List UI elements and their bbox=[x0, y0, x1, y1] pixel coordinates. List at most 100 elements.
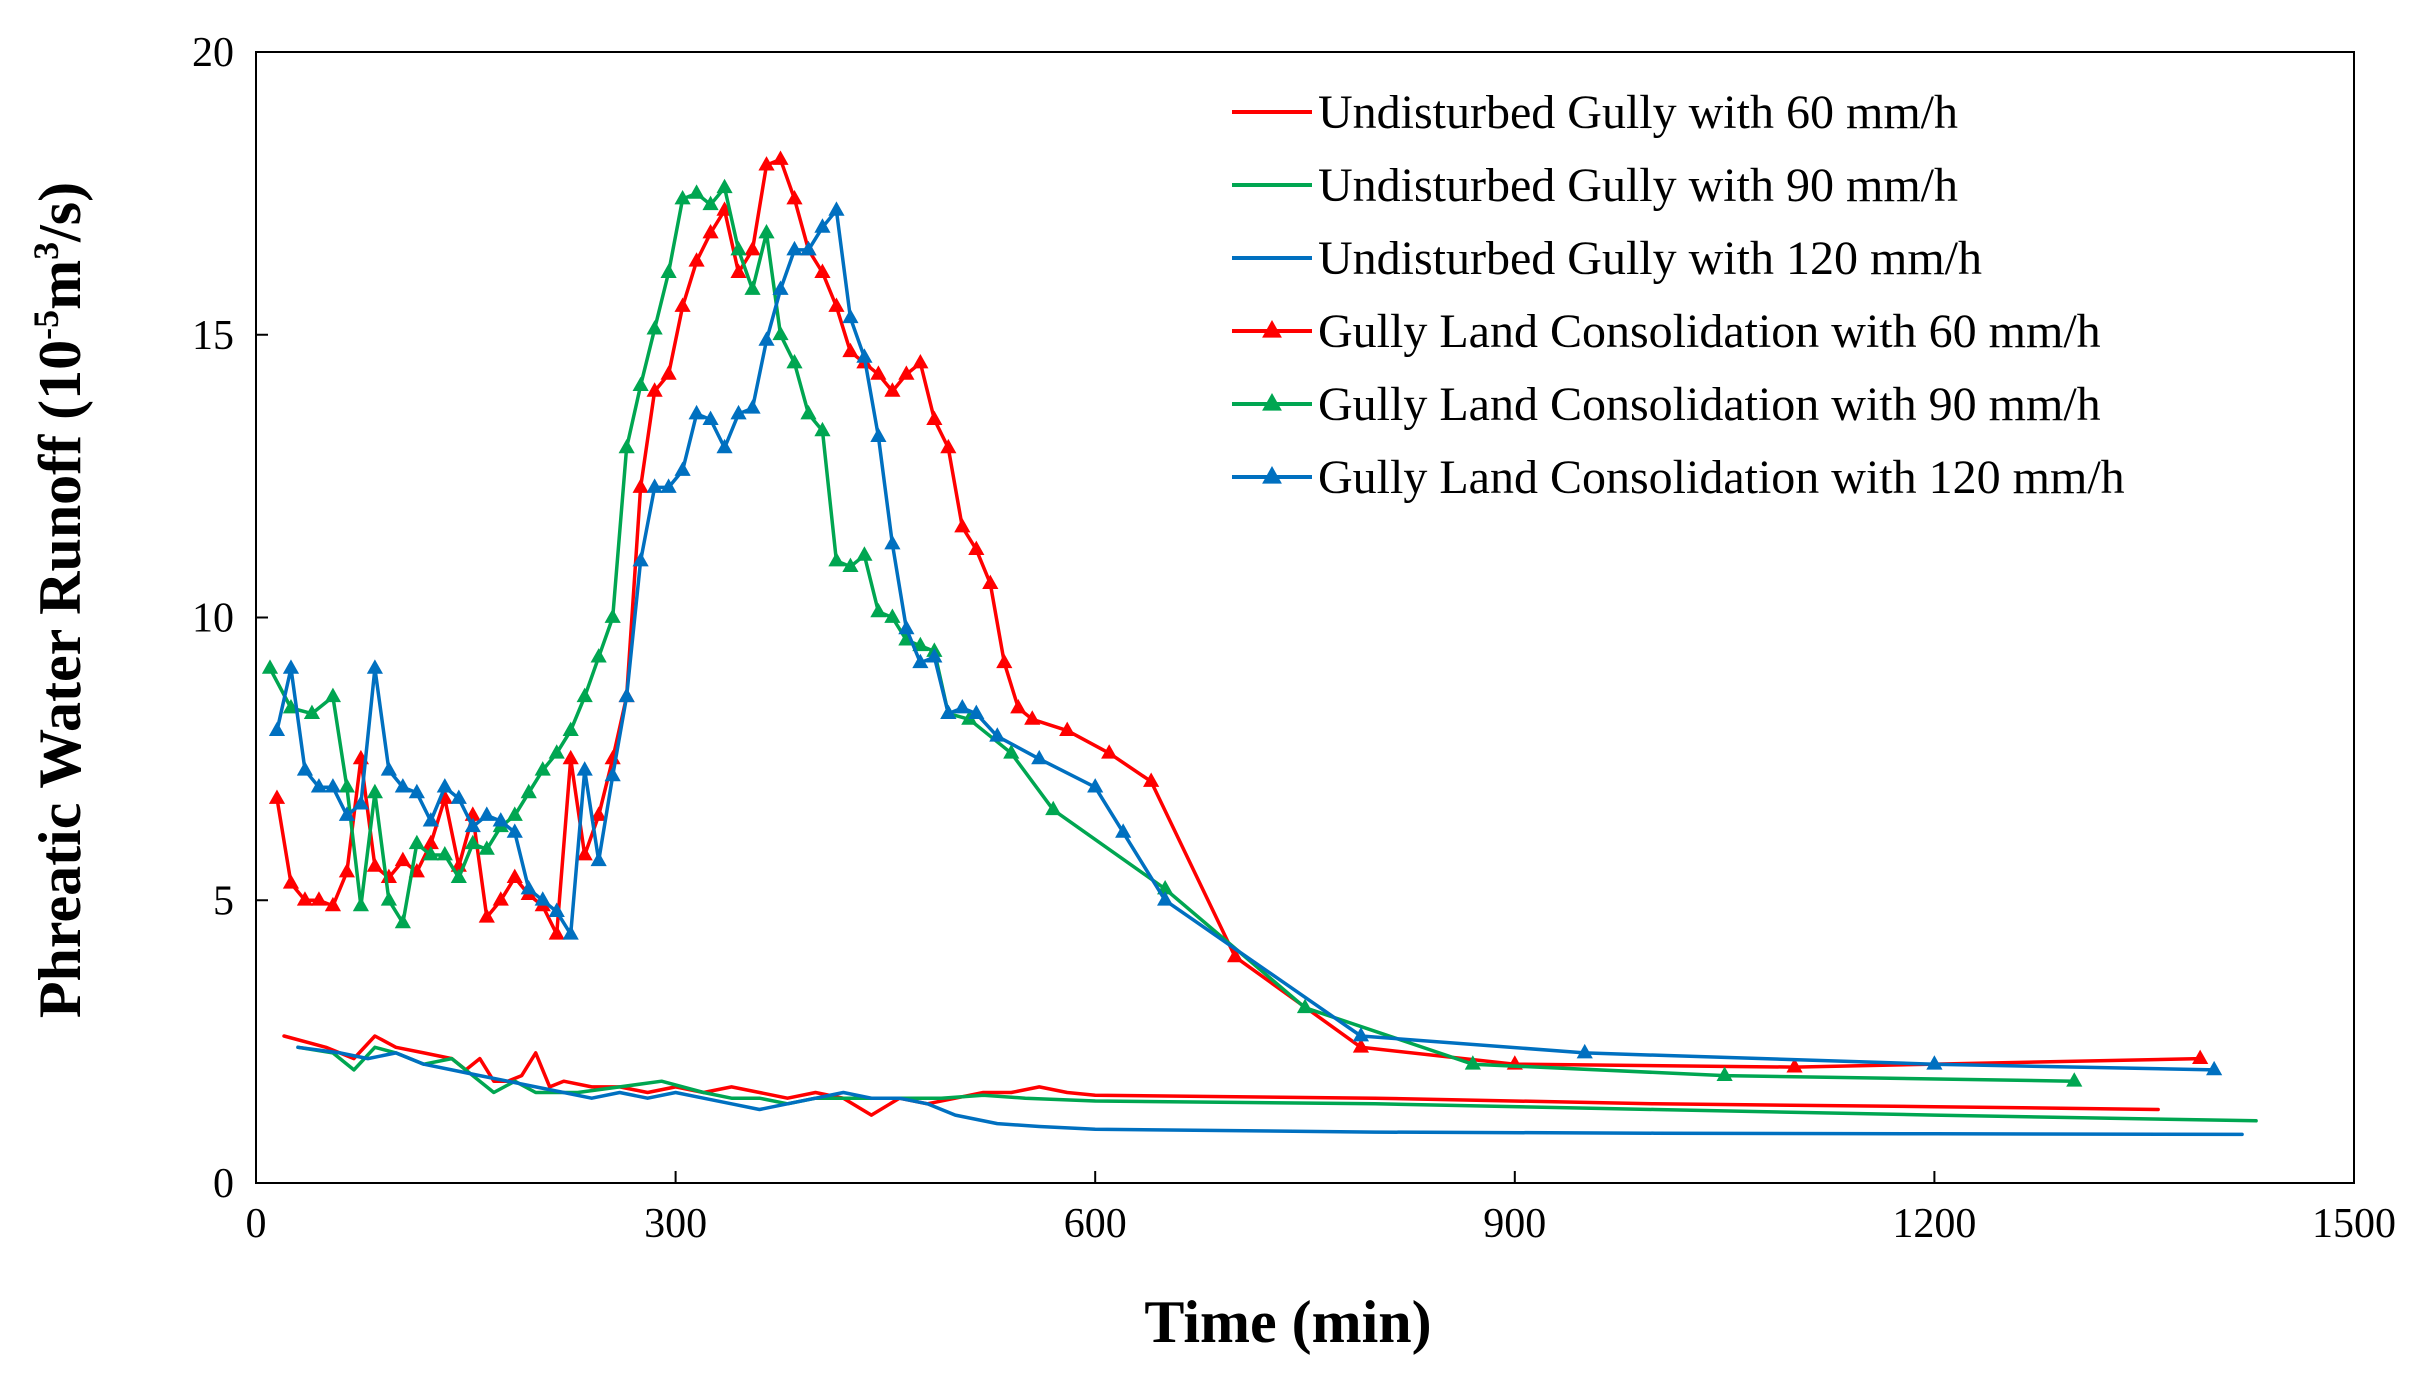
y-tick-label: 5 bbox=[213, 878, 234, 924]
data-point-marker bbox=[954, 518, 971, 533]
data-point-marker bbox=[660, 365, 677, 380]
data-point-marker bbox=[674, 190, 691, 205]
series-line bbox=[275, 157, 2202, 1069]
data-point-marker bbox=[506, 823, 523, 838]
data-point-marker bbox=[282, 874, 300, 889]
legend-item: Undisturbed Gully with 120 mm/h bbox=[1232, 232, 1982, 285]
data-point-marker bbox=[1352, 1038, 1370, 1053]
data-point-marker bbox=[884, 534, 901, 550]
data-point-marker bbox=[534, 891, 551, 906]
data-point-marker bbox=[548, 744, 565, 759]
legend-marker bbox=[1262, 393, 1282, 411]
data-point-marker bbox=[786, 354, 803, 369]
data-point-marker bbox=[352, 795, 369, 810]
data-point-marker bbox=[1045, 800, 1062, 816]
data-point-marker bbox=[842, 557, 859, 573]
y-axis-title-unit-tail: /s) bbox=[27, 182, 93, 243]
data-point-marker bbox=[730, 404, 747, 420]
y-axis-title-main: Phreatic Water Runoff (10 bbox=[27, 340, 93, 1018]
series-3 bbox=[296, 1045, 2244, 1137]
data-point-marker bbox=[618, 687, 635, 703]
plot-frame bbox=[255, 51, 2355, 1184]
data-point-marker bbox=[310, 778, 328, 793]
data-point-marker bbox=[884, 608, 901, 623]
data-point-marker bbox=[856, 348, 873, 363]
legend-marker bbox=[1262, 320, 1282, 338]
data-point-marker bbox=[800, 240, 817, 256]
data-point-marker bbox=[772, 280, 789, 295]
data-point-marker bbox=[1143, 772, 1160, 787]
data-point-marker bbox=[702, 410, 719, 425]
data-point-marker bbox=[786, 240, 803, 256]
data-point-marker bbox=[520, 783, 537, 799]
series-5 bbox=[261, 178, 2083, 1087]
data-point-marker bbox=[408, 834, 425, 850]
data-point-marker bbox=[1786, 1058, 1803, 1073]
series-4 bbox=[268, 150, 2209, 1073]
data-point-marker bbox=[828, 201, 845, 216]
data-point-marker bbox=[800, 404, 817, 420]
data-point-marker bbox=[772, 150, 789, 165]
data-point-marker bbox=[1115, 823, 1132, 838]
data-point-marker bbox=[1716, 1066, 1733, 1081]
y-axis-title-exponent: -5 bbox=[26, 310, 66, 340]
data-point-marker bbox=[856, 546, 873, 561]
data-point-marker bbox=[884, 382, 901, 397]
legend: Undisturbed Gully with 60 mm/h Undisturbe… bbox=[1232, 86, 2125, 504]
data-point-marker bbox=[296, 761, 314, 776]
data-point-marker bbox=[912, 636, 929, 652]
data-point-marker bbox=[324, 778, 342, 793]
data-point-marker bbox=[590, 648, 607, 663]
y-tick-label: 0 bbox=[213, 1161, 234, 1207]
data-point-marker bbox=[772, 325, 789, 341]
data-point-marker bbox=[380, 891, 397, 906]
legend-label: Undisturbed Gully with 60 mm/h bbox=[1318, 86, 1958, 139]
x-tick-label: 900 bbox=[1483, 1201, 1546, 1247]
data-point-marker bbox=[758, 223, 775, 239]
data-point-marker bbox=[632, 376, 649, 392]
data-point-marker bbox=[604, 766, 621, 782]
data-point-marker bbox=[618, 438, 635, 454]
x-tick-label: 600 bbox=[1064, 1201, 1127, 1247]
series-layer bbox=[261, 150, 2258, 1137]
legend-marker bbox=[1262, 466, 1282, 484]
data-point-marker bbox=[646, 320, 663, 335]
data-point-marker bbox=[1576, 1043, 1593, 1059]
data-point-marker bbox=[744, 399, 761, 414]
data-point-marker bbox=[261, 659, 279, 674]
data-point-marker bbox=[394, 913, 411, 929]
data-point-marker bbox=[1926, 1055, 1943, 1070]
data-point-marker bbox=[688, 184, 705, 199]
legend-item: Undisturbed Gully with 90 mm/h bbox=[1232, 159, 1958, 212]
data-point-marker bbox=[870, 365, 887, 380]
x-tick-label: 1200 bbox=[1892, 1201, 1976, 1247]
data-point-marker bbox=[534, 761, 551, 776]
data-point-marker bbox=[814, 263, 831, 278]
data-point-marker bbox=[1031, 749, 1048, 765]
y-tick-label: 20 bbox=[192, 30, 234, 76]
data-point-marker bbox=[478, 840, 495, 855]
data-point-marker bbox=[898, 365, 915, 380]
data-point-marker bbox=[926, 648, 943, 663]
data-point-marker bbox=[954, 698, 971, 714]
data-point-marker bbox=[758, 156, 775, 171]
data-point-marker bbox=[576, 687, 593, 703]
data-point-marker bbox=[744, 280, 761, 295]
legend-item: Gully Land Consolidation with 120 mm/h bbox=[1232, 451, 2125, 504]
data-point-marker bbox=[989, 727, 1006, 742]
data-point-marker bbox=[464, 834, 481, 850]
data-point-marker bbox=[380, 761, 397, 776]
data-point-marker bbox=[506, 806, 523, 821]
data-point-marker bbox=[688, 404, 705, 420]
data-point-marker bbox=[576, 846, 593, 861]
data-point-marker bbox=[310, 891, 328, 906]
data-point-marker bbox=[1157, 891, 1174, 906]
data-point-marker bbox=[450, 789, 467, 804]
legend-label: Undisturbed Gully with 90 mm/h bbox=[1318, 159, 1958, 212]
data-point-marker bbox=[912, 653, 929, 669]
data-point-marker bbox=[506, 868, 523, 884]
data-point-marker bbox=[1024, 710, 1041, 725]
legend-item: Gully Land Consolidation with 60 mm/h bbox=[1232, 305, 2101, 358]
data-point-marker bbox=[660, 263, 677, 278]
data-point-marker bbox=[492, 891, 509, 906]
